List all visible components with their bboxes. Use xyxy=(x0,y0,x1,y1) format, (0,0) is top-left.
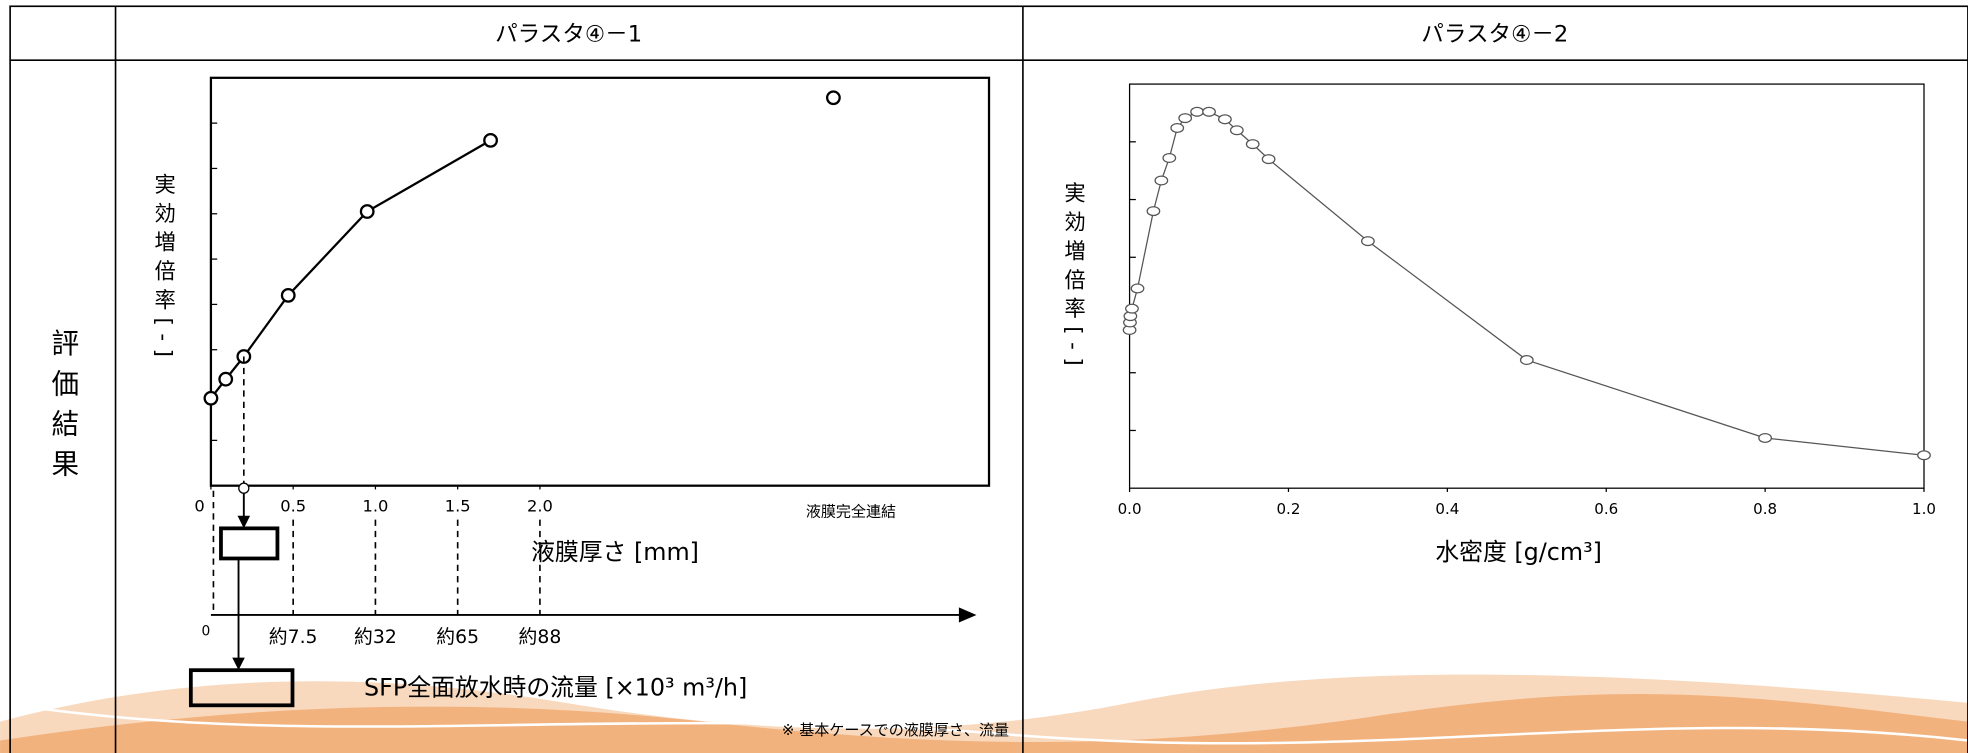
flow-tick-label: 約88 xyxy=(519,626,562,648)
x-tick-label: 0 xyxy=(194,497,204,516)
point xyxy=(1131,284,1144,293)
plot-frame xyxy=(211,78,989,486)
point xyxy=(1262,155,1275,164)
point xyxy=(1155,176,1168,185)
x-tick-label: 1.5 xyxy=(445,497,471,516)
complete-label: 液膜完全連結 xyxy=(806,503,896,521)
point xyxy=(1362,237,1375,246)
x-axis-label: 水密度 [g/cm³] xyxy=(1435,538,1602,566)
point xyxy=(1231,126,1244,135)
x-tick-label: 0.8 xyxy=(1753,500,1777,518)
point xyxy=(1179,114,1192,123)
column-header: パラスタ④－1 xyxy=(495,22,642,48)
point xyxy=(1246,140,1259,149)
point xyxy=(1126,304,1139,313)
point xyxy=(1163,154,1176,163)
point xyxy=(1203,107,1216,116)
point xyxy=(1147,207,1160,216)
point xyxy=(1759,434,1772,443)
note: ※ 基本ケースでの液膜厚さ、流量 xyxy=(782,721,1009,739)
x-tick-label: 0.5 xyxy=(280,497,306,516)
point xyxy=(219,373,232,386)
x-tick-label: 1.0 xyxy=(1912,500,1936,518)
base-marker xyxy=(239,483,249,493)
x-axis-label: 液膜厚さ [mm] xyxy=(531,538,699,566)
box xyxy=(221,528,277,558)
x-tick-label: 0.0 xyxy=(1118,500,1142,518)
flow-tick-label: 0 xyxy=(202,623,211,639)
point xyxy=(205,392,218,405)
point xyxy=(1171,124,1184,133)
point xyxy=(361,205,374,218)
y-axis-label: 実効増倍率[-] xyxy=(1061,182,1086,373)
row-label: 評価結果 xyxy=(46,329,79,490)
flow-tick-label: 約32 xyxy=(354,626,397,648)
flow-tick-label: 約65 xyxy=(436,626,479,648)
point xyxy=(1918,451,1931,460)
x-tick-label: 0.6 xyxy=(1594,500,1618,518)
background-waves xyxy=(0,675,1968,753)
slide: パラスタ④－1 パラスタ④－2 評価結果 0 0.5 1.0 1.5 2.0 実効増倍率[… xyxy=(0,0,1968,753)
x-tick-label: 0.2 xyxy=(1276,500,1300,518)
arrow-head xyxy=(238,516,251,529)
complete-point xyxy=(827,91,840,104)
flow-arrow xyxy=(959,607,977,622)
curve xyxy=(1130,112,1924,455)
x-tick-label: 2.0 xyxy=(527,497,553,516)
point xyxy=(1521,356,1534,365)
point xyxy=(1191,107,1204,116)
flow-axis-label: SFP全面放水時の流量 [×10³ m³/h] xyxy=(364,673,747,701)
x-tick-label: 1.0 xyxy=(362,497,388,516)
point xyxy=(1219,115,1232,124)
point xyxy=(282,289,295,302)
curve xyxy=(211,140,491,398)
x-tick-label: 0.4 xyxy=(1435,500,1459,518)
y-axis-label: 実効増倍率[-] xyxy=(151,173,176,364)
flow-tick-label: 約7.5 xyxy=(269,626,318,648)
point xyxy=(484,134,497,147)
column-header: パラスタ④－2 xyxy=(1421,22,1568,48)
